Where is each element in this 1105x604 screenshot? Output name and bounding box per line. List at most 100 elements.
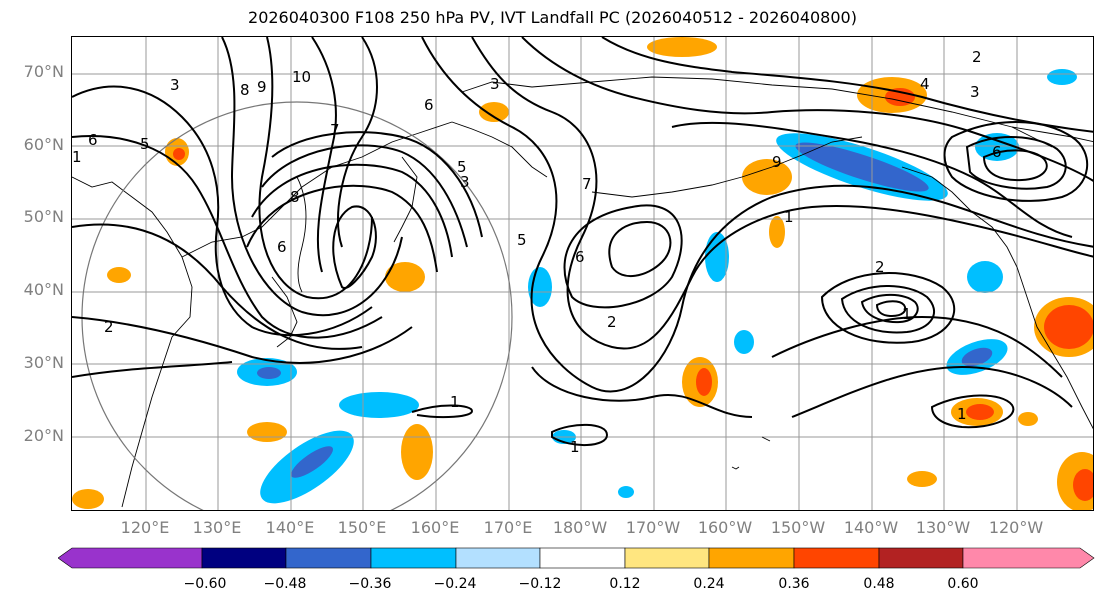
colorbar-tick: 0.12 xyxy=(609,576,641,592)
contour-label: 2 xyxy=(875,258,885,276)
colorbar-segment xyxy=(708,547,795,569)
lon-label: 170°W xyxy=(625,518,681,537)
map-svg: 3 8 9 10 6 1 5 7 6 6 3 5 7 6 2 8 1 2 1 5… xyxy=(72,37,1093,510)
chart-title: 2026040300 F108 250 hPa PV, IVT Landfall… xyxy=(248,8,857,27)
contour-label: 3 xyxy=(170,76,180,94)
contour-label: 7 xyxy=(330,121,340,139)
contour-label: 2 xyxy=(104,318,114,336)
colorbar-tick: 0.24 xyxy=(693,576,725,592)
contour-label: 3 xyxy=(490,75,500,93)
lon-label: 130°W xyxy=(915,518,971,537)
contour-label: 6 xyxy=(88,131,98,149)
contour-label: 8 xyxy=(290,188,300,206)
shade-pos xyxy=(385,262,425,292)
shade-pos-core xyxy=(1044,305,1093,349)
lat-label: 60°N xyxy=(23,135,64,154)
gridlines xyxy=(72,37,1093,510)
shade-pos xyxy=(769,216,785,248)
lon-label: 170°E xyxy=(483,518,533,537)
shade-pos-core xyxy=(1073,469,1093,501)
lon-label: 150°W xyxy=(770,518,826,537)
contour-label: 3 xyxy=(460,173,470,191)
colorbar-segment xyxy=(878,547,964,569)
contour-label: 6 xyxy=(575,248,585,266)
lon-label: 150°E xyxy=(337,518,387,537)
colorbar-tick: −0.12 xyxy=(518,576,562,592)
colorbar-segment xyxy=(962,547,1095,569)
lat-label: 20°N xyxy=(23,426,64,445)
shade-neg xyxy=(705,232,729,282)
shade-pos xyxy=(247,422,287,442)
shade-neg xyxy=(734,330,754,354)
shade-neg-core xyxy=(291,446,333,478)
shade-pos xyxy=(1018,412,1038,426)
colorbar-segment xyxy=(793,547,880,569)
lon-label: 130°E xyxy=(192,518,242,537)
colorbar-tick: 0.48 xyxy=(863,576,895,592)
contour-label: 6 xyxy=(277,238,287,256)
shade-pos-core xyxy=(696,368,712,396)
shading-layer xyxy=(72,37,1093,510)
coastlines xyxy=(72,76,1093,508)
colorbar-tick: 0.36 xyxy=(778,576,810,592)
shade-pos-core xyxy=(966,404,994,420)
shade-pos xyxy=(107,267,131,283)
contour-label: 2 xyxy=(972,48,982,66)
shade-neg-core xyxy=(795,142,929,192)
lat-label: 30°N xyxy=(23,353,64,372)
colorbar-segment xyxy=(455,547,541,569)
colorbar-tick: −0.48 xyxy=(263,576,307,592)
contour-label: 3 xyxy=(970,83,980,101)
shade-pos xyxy=(479,102,509,122)
shade-neg xyxy=(618,486,634,498)
contour-label: 4 xyxy=(920,75,930,93)
contour-labels: 3 8 9 10 6 1 5 7 6 6 3 5 7 6 2 8 1 2 1 5… xyxy=(72,48,1002,456)
shade-neg xyxy=(339,392,419,418)
contour-label: 2 xyxy=(607,313,617,331)
contour-label: 5 xyxy=(517,231,527,249)
colorbar-tick: −0.60 xyxy=(183,576,227,592)
shade-pos xyxy=(72,489,104,509)
shade-pos-core xyxy=(885,88,915,106)
contour-label: 9 xyxy=(257,78,267,96)
lon-label: 120°W xyxy=(988,518,1044,537)
shade-neg-core xyxy=(257,367,281,379)
lat-label: 40°N xyxy=(23,280,64,299)
lon-label: 140°W xyxy=(843,518,899,537)
contour-label: 7 xyxy=(582,175,592,193)
colorbar-segment xyxy=(285,547,372,569)
shade-pos xyxy=(647,37,717,57)
contour-label: 1 xyxy=(784,208,794,226)
colorbar-tick: −0.24 xyxy=(433,576,477,592)
colorbar xyxy=(58,547,1095,569)
contour-label: 1 xyxy=(570,438,580,456)
map-panel: 3 8 9 10 6 1 5 7 6 6 3 5 7 6 2 8 1 2 1 5… xyxy=(71,36,1094,511)
contour-label: 5 xyxy=(140,135,150,153)
shade-neg xyxy=(1047,69,1077,85)
contour-label: 6 xyxy=(424,96,434,114)
shade-pos xyxy=(401,424,433,480)
colorbar-segment xyxy=(624,547,710,569)
colorbar-tick: −0.36 xyxy=(348,576,392,592)
contour-label: 1 xyxy=(902,305,912,323)
colorbar-segment xyxy=(201,547,287,569)
shade-neg-core xyxy=(961,347,993,367)
colorbar-tick: 0.60 xyxy=(947,576,979,592)
lon-label: 140°E xyxy=(265,518,315,537)
lon-label: 180°W xyxy=(552,518,608,537)
colorbar-segment xyxy=(58,547,203,569)
contour-label: 6 xyxy=(992,143,1002,161)
lat-label: 50°N xyxy=(23,207,64,226)
contour-label: 1 xyxy=(957,405,967,423)
contour-label: 10 xyxy=(292,68,311,86)
contour-label: 1 xyxy=(72,148,82,166)
shade-pos xyxy=(907,471,937,487)
contour-label: 8 xyxy=(240,81,250,99)
colorbar-segment xyxy=(539,547,626,569)
contour-label: 1 xyxy=(450,393,460,411)
lat-label: 70°N xyxy=(23,62,64,81)
shade-pos xyxy=(742,159,792,195)
lon-label: 160°E xyxy=(410,518,460,537)
colorbar-segment xyxy=(370,547,457,569)
contour-label: 5 xyxy=(457,158,467,176)
